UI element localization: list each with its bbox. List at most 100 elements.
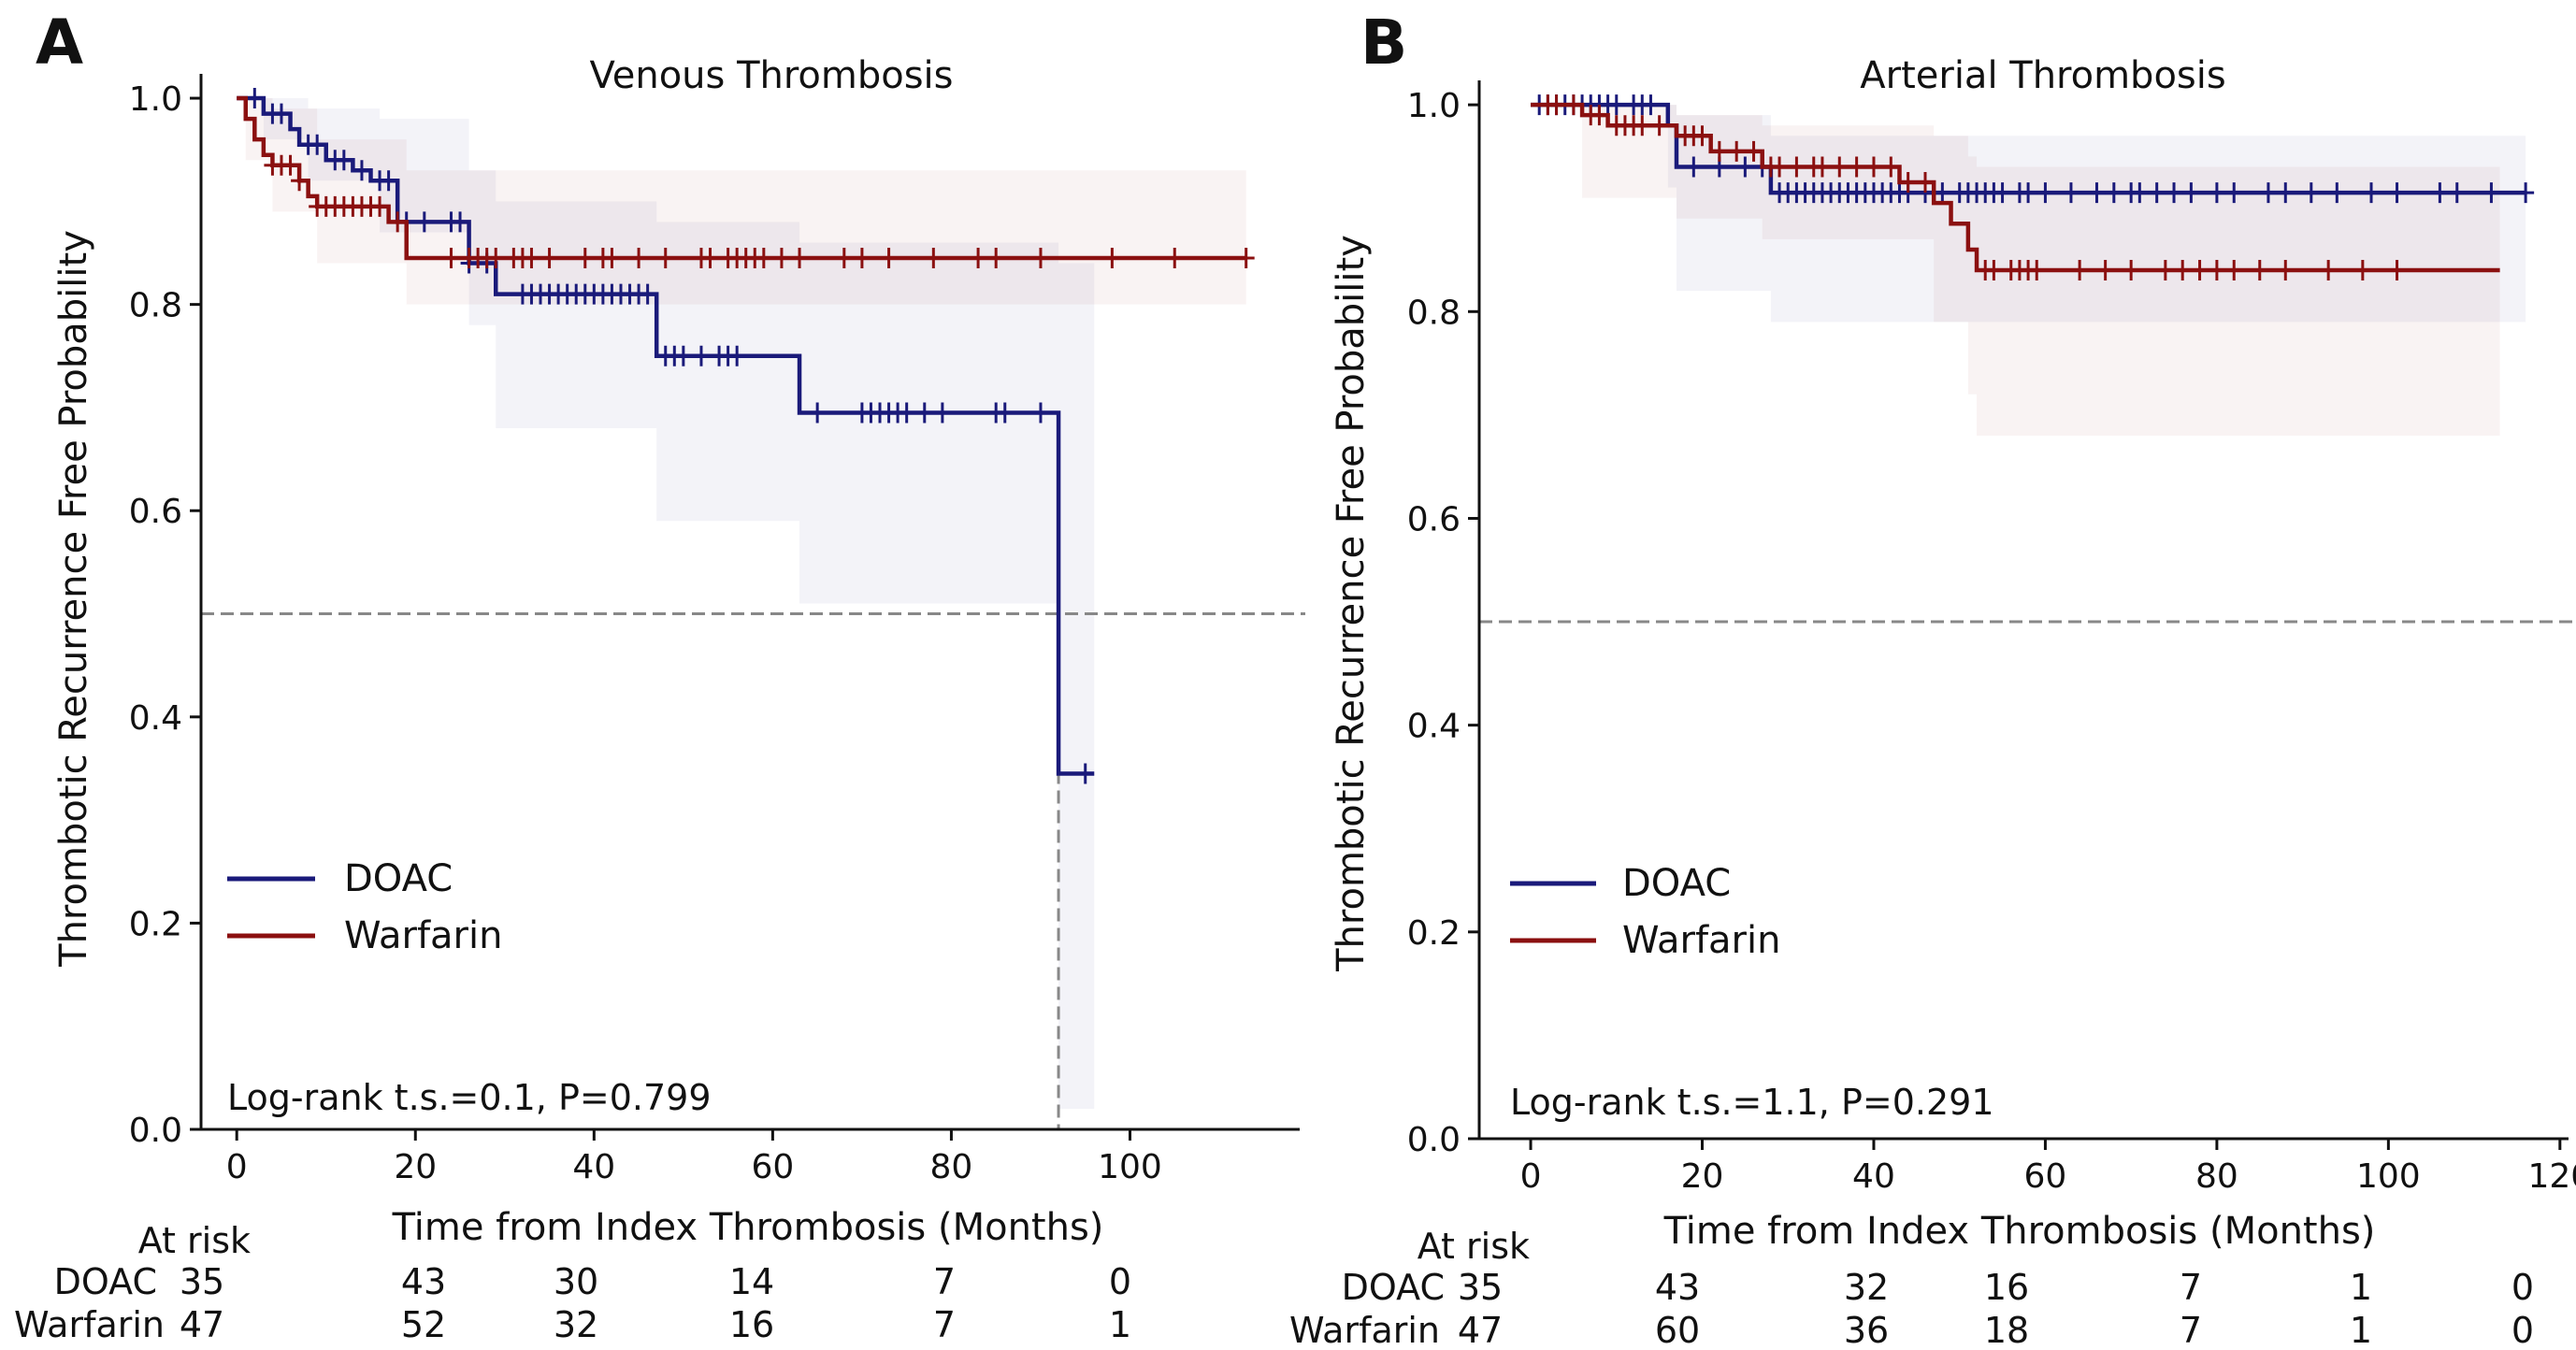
chart-title-arterial: Arterial Thrombosis [1860,54,2225,97]
censor-mark-warfarin-b-13 [1710,140,1728,162]
censor-mark-doac-a-33 [674,345,692,366]
censor-mark-warfarin-a-39 [925,248,943,269]
risk-values-b: 35 43 32 16 7 1 0 47 60 36 18 7 1 0 [1458,1267,2534,1350]
censor-mark-warfarin-b-12 [1693,125,1711,147]
censor-mark-warfarin-b-8 [1633,115,1651,136]
censor-mark-doac-a-9 [380,170,397,192]
y-axis-label-b: Thrombotic Recurrence Free Probability [1330,235,1373,972]
censor-mark-warfarin-b-18 [1788,156,1806,178]
censor-mark-warfarin-a-44 [1166,248,1184,269]
censor-mark-warfarin-b-24 [1882,156,1900,178]
x-tick-label-b-3: 60 [2024,1157,2067,1196]
censor-mark-warfarin-b-25 [1899,172,1917,194]
x-tick-label-a-0: 0 [226,1148,248,1186]
risk-cell-warfarin-a-2: 32 [554,1304,598,1345]
censor-mark-warfarin-a-43 [1103,248,1121,269]
censor-mark-doac-a-4 [309,134,326,155]
x-tick-label-a-3: 60 [751,1148,794,1186]
panel-letter-a: A [36,7,83,79]
x-axis-label-b: Time from Index Thrombosis (Months) [1663,1210,2376,1253]
censor-mark-doac-b-59 [2363,182,2381,204]
censor-mark-warfarin-b-21 [1831,156,1849,178]
censor-mark-warfarin-b-45 [2388,260,2406,281]
y-tick-label-b-2: 0.4 [1407,708,1461,746]
risk-cell-doac-b-3: 16 [1984,1267,2029,1308]
risk-cell-warfarin-b-1: 60 [1655,1310,1700,1350]
censor-mark-doac-b-15 [1736,156,1754,178]
risk-cell-doac-b-2: 32 [1844,1267,1889,1308]
censor-mark-warfarin-b-36 [2156,260,2174,281]
risk-cell-warfarin-a-0: 47 [180,1304,224,1345]
censor-mark-doac-a-44 [898,402,915,424]
censor-mark-warfarin-a-11 [371,195,389,217]
censor-mark-doac-a-0 [246,88,264,109]
censor-mark-warfarin-a-38 [880,248,898,269]
censor-mark-doac-a-48 [996,402,1014,424]
censor-mark-warfarin-b-39 [2208,260,2225,281]
censor-mark-warfarin-b-17 [1771,156,1789,178]
risk-cell-warfarin-b-4: 7 [2180,1310,2202,1350]
censor-mark-warfarin-a-22 [576,248,594,269]
censor-mark-warfarin-b-22 [1848,156,1865,178]
legend-label-warfarin-b: Warfarin [1622,919,1780,962]
censor-mark-warfarin-a-25 [630,248,648,269]
legend-a: DOAC Warfarin [227,857,502,957]
censor-mark-warfarin-a-41 [987,248,1005,269]
risk-values-a: 35 43 30 14 7 0 47 52 32 16 7 1 [180,1261,1131,1345]
x-tick-label-a-4: 80 [930,1148,973,1186]
ci-band-doac-a [237,98,1095,1109]
ci-band-warfarin-a [237,98,1246,336]
legend-label-doac-b: DOAC [1622,862,1731,905]
censor-mark-warfarin-a-34 [772,248,790,269]
censor-mark-doac-a-45 [915,402,933,424]
risk-cell-warfarin-a-1: 52 [401,1304,446,1345]
x-axis-label-a: Time from Index Thrombosis (Months) [392,1206,1104,1249]
log-rank-annotation-b: Log-rank t.s.=1.1, P=0.291 [1510,1082,1994,1123]
censor-mark-warfarin-b-37 [2174,260,2192,281]
censor-mark-doac-b-43 [2020,182,2037,204]
censor-mark-doac-b-45 [2062,182,2080,204]
risk-cell-warfarin-b-2: 36 [1844,1310,1889,1350]
risk-cell-warfarin-b-5: 1 [2350,1310,2372,1350]
censor-mark-doac-b-61 [2431,182,2449,204]
risk-cell-doac-a-1: 43 [401,1261,446,1302]
y-tick-label-b-1: 0.2 [1407,914,1461,953]
y-tick-label-b-4: 0.8 [1407,294,1461,332]
censor-mark-doac-a-49 [1031,402,1049,424]
x-tick-label-b-1: 20 [1681,1157,1724,1196]
censor-mark-warfarin-b-1 [1547,94,1565,116]
x-tick-label-b-6: 120 [2527,1157,2576,1196]
censor-mark-doac-b-60 [2388,182,2406,204]
censor-mark-doac-b-62 [2448,182,2466,204]
risk-cell-doac-b-1: 43 [1655,1267,1700,1308]
risk-table-a: At risk DOAC Warfarin 35 43 30 14 7 0 47 52 32 16… [14,1220,1131,1345]
chart-title-venous: Venous Thrombosis [589,54,953,97]
censor-mark-warfarin-a-24 [603,248,621,269]
censor-mark-doac-b-13 [1685,156,1703,178]
censor-mark-doac-b-52 [2182,182,2200,204]
x-tick-label-a-5: 100 [1098,1148,1162,1186]
censor-mark-warfarin-b-42 [2277,260,2295,281]
censor-mark-warfarin-a-26 [656,248,674,269]
censor-mark-doac-a-38 [809,402,827,424]
x-tick-label-b-2: 40 [1852,1157,1895,1196]
censor-mark-warfarin-b-14 [1728,140,1746,162]
panel-letter-b: B [1360,7,1407,79]
legend-label-doac-a: DOAC [344,857,453,900]
x-tick-label-a-2: 40 [572,1148,615,1186]
censor-mark-warfarin-b-44 [2353,260,2371,281]
censor-mark-doac-a-46 [933,402,951,424]
censor-mark-warfarin-a-33 [755,248,772,269]
censor-mark-warfarin-a-17 [487,248,505,269]
censor-mark-warfarin-a-20 [523,248,540,269]
y-tick-label-a-5: 1.0 [129,80,182,119]
legend-label-warfarin-a: Warfarin [344,914,502,957]
y-tick-label-a-0: 0.0 [129,1112,182,1150]
censor-mark-warfarin-b-4 [1590,105,1608,126]
censor-mark-warfarin-b-33 [2071,260,2089,281]
censor-mark-warfarin-b-38 [2191,260,2209,281]
panel-arterial-thrombosis: B Arterial Thrombosis 0.0 0.2 0.4 0.6 0.8 1.0… [1289,7,2576,1350]
censor-mark-doac-a-13 [452,211,469,233]
censor-mark-warfarin-b-41 [2251,260,2268,281]
